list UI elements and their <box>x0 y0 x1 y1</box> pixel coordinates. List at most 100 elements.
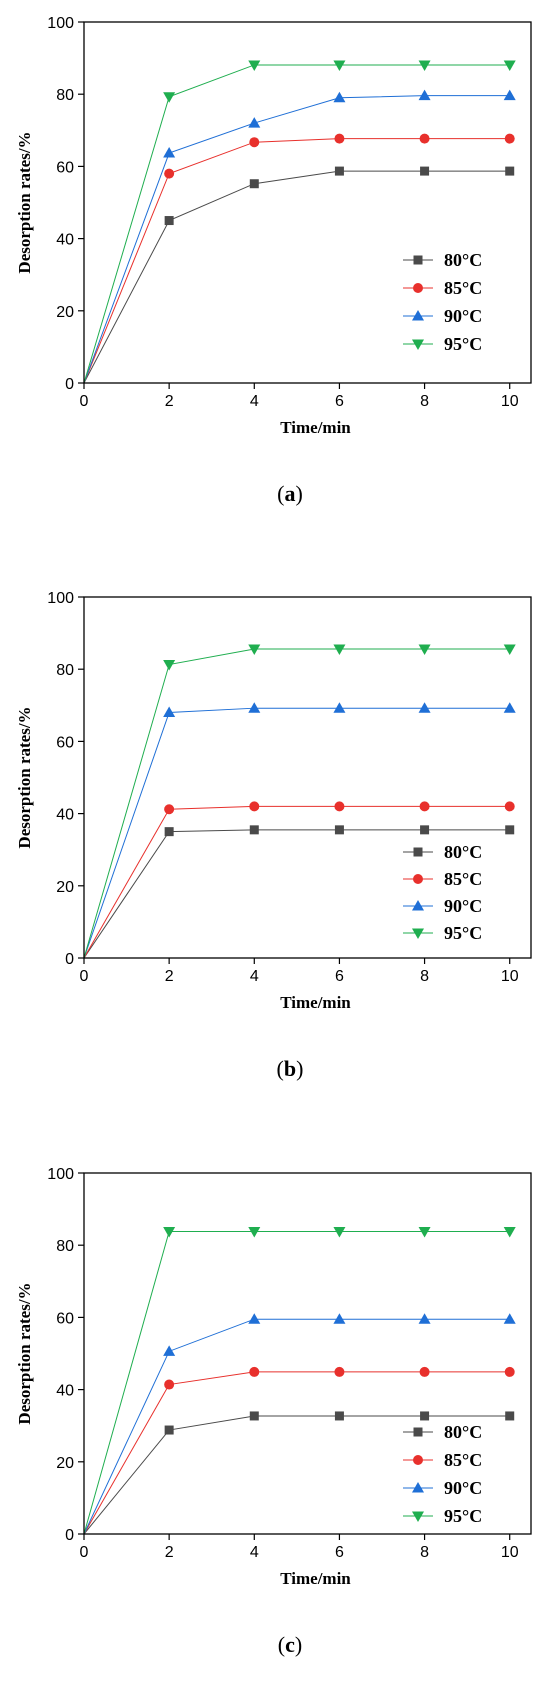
data-point <box>334 801 345 812</box>
panel-caption: (c) <box>278 1632 302 1657</box>
series-line <box>83 805 510 959</box>
data-point <box>504 801 515 812</box>
legend-marker <box>413 874 423 884</box>
y-tick-label: 40 <box>56 1383 74 1400</box>
data-point <box>334 166 344 176</box>
data-point <box>418 1226 431 1238</box>
legend-label: 80°C <box>444 1422 482 1442</box>
data-point <box>420 825 430 835</box>
x-tick-label: 2 <box>165 968 174 985</box>
data-point <box>420 1411 430 1421</box>
data-point <box>334 825 344 835</box>
series-line <box>83 707 510 959</box>
data-point <box>334 1366 345 1377</box>
caption-letter: c <box>285 1632 295 1657</box>
legend-marker <box>413 283 423 293</box>
legend-marker <box>412 339 424 350</box>
data-point <box>248 1226 261 1238</box>
data-point <box>418 644 431 655</box>
data-point <box>503 89 516 101</box>
data-point <box>163 92 176 103</box>
x-tick-label: 4 <box>250 1544 259 1561</box>
data-point <box>418 89 431 101</box>
data-point <box>164 827 174 837</box>
data-point <box>334 133 345 144</box>
data-point <box>248 702 261 713</box>
panel-caption: (b) <box>277 1056 304 1081</box>
data-point <box>163 660 176 671</box>
data-point <box>505 825 515 835</box>
x-tick-label: 0 <box>80 393 89 410</box>
series-line <box>83 1318 510 1535</box>
legend-marker <box>412 928 424 939</box>
data-point <box>419 133 430 144</box>
data-point <box>333 644 346 655</box>
legend-label: 90°C <box>444 896 482 916</box>
y-tick-label: 100 <box>47 590 74 607</box>
legend: 80°C 85°C 90°C 95°C <box>403 250 482 354</box>
data-point <box>164 1379 175 1390</box>
legend-marker <box>412 1482 424 1493</box>
x-tick-label: 0 <box>80 968 89 985</box>
data-point <box>249 825 259 835</box>
data-point <box>503 1313 516 1324</box>
series-line <box>83 1230 510 1535</box>
x-axis-title: Time/min <box>280 993 351 1012</box>
legend-label: 95°C <box>444 923 482 943</box>
data-point <box>334 1411 344 1421</box>
y-tick-label: 0 <box>65 951 74 968</box>
y-tick-label: 20 <box>56 879 74 896</box>
y-tick-label: 60 <box>56 159 74 176</box>
data-point <box>333 60 346 71</box>
legend-label: 80°C <box>444 842 482 862</box>
caption-close: ) <box>296 481 303 506</box>
data-point <box>420 166 430 176</box>
legend-label: 85°C <box>444 278 482 298</box>
legend: 80°C 85°C 90°C 95°C <box>403 842 482 943</box>
caption-letter: b <box>284 1056 296 1081</box>
data-point <box>249 801 260 812</box>
data-point <box>163 147 176 158</box>
data-point <box>163 1226 176 1238</box>
legend-marker <box>412 900 424 911</box>
data-point <box>418 702 431 713</box>
caption-close: ) <box>295 1632 302 1657</box>
series-line <box>83 138 510 384</box>
data-point <box>164 168 175 179</box>
data-point <box>333 1313 346 1324</box>
legend-marker <box>412 1511 424 1522</box>
data-point <box>248 60 261 71</box>
legend-marker <box>413 847 423 857</box>
series-line <box>83 170 510 384</box>
legend-marker <box>413 255 423 265</box>
data-point <box>163 1345 176 1356</box>
data-point <box>164 1425 174 1435</box>
data-point <box>248 644 261 655</box>
series-line <box>83 64 510 384</box>
y-tick-label: 0 <box>65 376 74 393</box>
panel-caption: (a) <box>277 481 303 506</box>
plot-frame <box>83 596 532 959</box>
legend-marker <box>413 1455 423 1465</box>
x-tick-label: 8 <box>420 968 429 985</box>
series-line <box>83 1371 510 1535</box>
data-point <box>505 166 515 176</box>
x-tick-label: 10 <box>501 1544 519 1561</box>
x-tick-label: 10 <box>501 393 519 410</box>
x-tick-label: 6 <box>335 393 344 410</box>
caption-open: ( <box>278 1632 285 1657</box>
legend-label: 95°C <box>444 334 482 354</box>
y-tick-label: 20 <box>56 304 74 321</box>
y-tick-label: 80 <box>56 87 74 104</box>
data-point <box>419 1366 430 1377</box>
legend-label: 95°C <box>444 1506 482 1526</box>
legend-marker <box>413 1427 423 1437</box>
series-line <box>83 1415 510 1535</box>
y-tick-label: 80 <box>56 662 74 679</box>
data-point <box>164 804 175 815</box>
legend: 80°C 85°C 90°C 95°C <box>403 1422 482 1526</box>
